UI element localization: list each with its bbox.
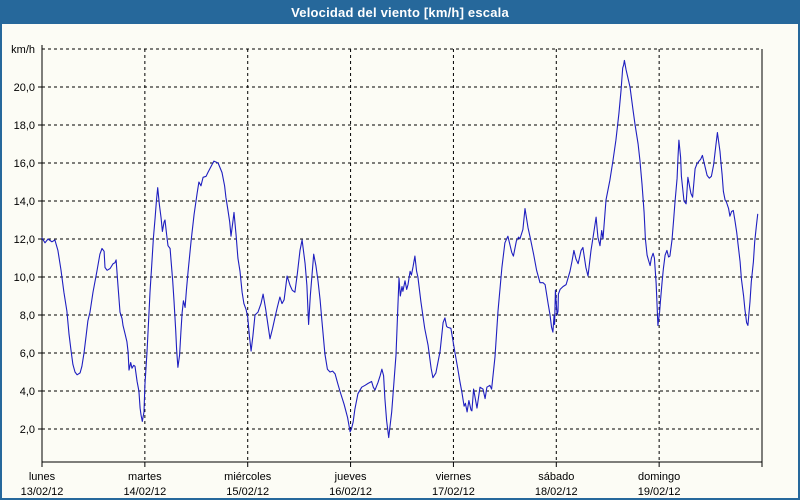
y-tick-label-20,0: 20,0 bbox=[14, 82, 35, 94]
y-tick-label-10,0: 10,0 bbox=[14, 272, 35, 284]
x-day-date-sábado: 18/02/12 bbox=[535, 486, 578, 498]
y-tick-label-18,0: 18,0 bbox=[14, 120, 35, 132]
x-day-date-domingo: 19/02/12 bbox=[638, 486, 681, 498]
wind-speed-line bbox=[41, 59, 759, 439]
x-day-date-jueves: 16/02/12 bbox=[329, 486, 372, 498]
x-day-date-viernes: 17/02/12 bbox=[432, 486, 475, 498]
y-tick-label-12,0: 12,0 bbox=[14, 234, 35, 246]
x-day-name-miércoles: miércoles bbox=[224, 471, 272, 483]
y-tick-label-2,0: 2,0 bbox=[20, 424, 35, 436]
x-day-name-jueves: jueves bbox=[334, 471, 367, 483]
window-titlebar: Velocidad del viento [km/h] escala bbox=[2, 2, 798, 24]
x-day-date-martes: 14/02/12 bbox=[123, 486, 166, 498]
x-day-name-sábado: sábado bbox=[538, 471, 574, 483]
y-axis-unit-label: km/h bbox=[11, 44, 35, 56]
x-day-name-martes: martes bbox=[128, 471, 162, 483]
x-day-name-lunes: lunes bbox=[29, 471, 56, 483]
y-tick-label-8,0: 8,0 bbox=[20, 310, 35, 322]
x-day-date-lunes: 13/02/12 bbox=[21, 486, 64, 498]
y-tick-label-4,0: 4,0 bbox=[20, 386, 35, 398]
x-day-name-domingo: domingo bbox=[638, 471, 680, 483]
y-tick-label-14,0: 14,0 bbox=[14, 196, 35, 208]
chart-content: 20,0 18,0 16,0 14,0 12,0 10,0 8,0 6,0 4,0 2,0 km/h… bbox=[2, 24, 798, 498]
y-tick-label-16,0: 16,0 bbox=[14, 158, 35, 170]
y-tick-label-6,0: 6,0 bbox=[20, 348, 35, 360]
x-day-name-viernes: viernes bbox=[436, 471, 472, 483]
window-title: Velocidad del viento [km/h] escala bbox=[291, 5, 509, 20]
x-day-date-miércoles: 15/02/12 bbox=[226, 486, 269, 498]
wind-speed-chart: 20,0 18,0 16,0 14,0 12,0 10,0 8,0 6,0 4,0 2,0 km/h… bbox=[11, 44, 763, 498]
